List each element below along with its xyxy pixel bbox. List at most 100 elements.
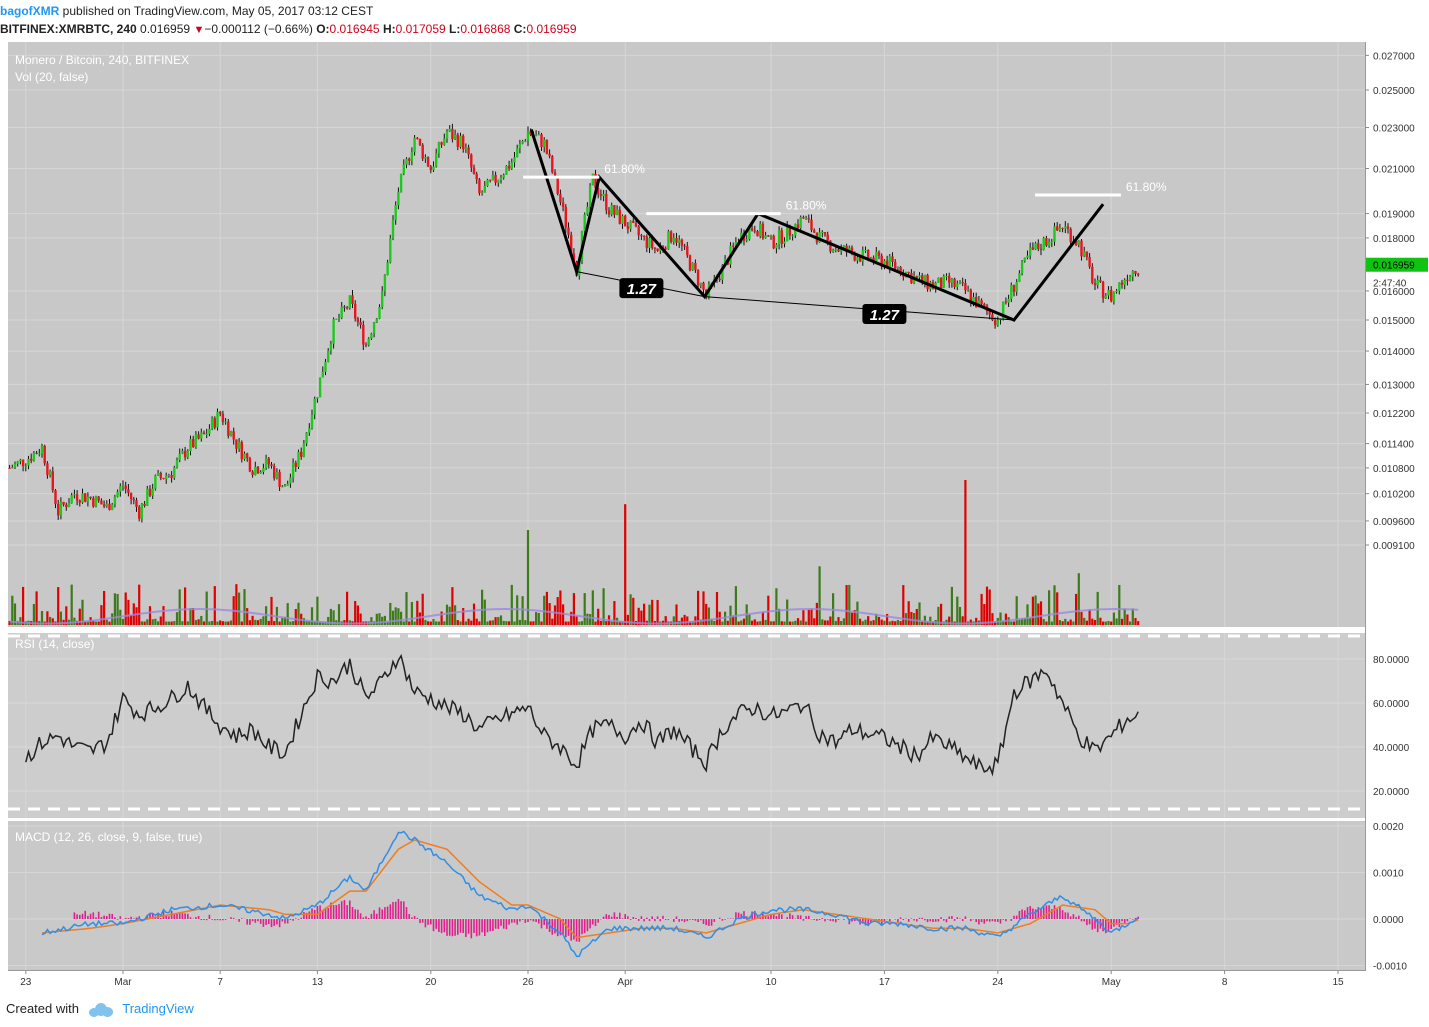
volume-bar <box>1015 596 1018 625</box>
volume-bar <box>84 621 87 625</box>
volume-bar <box>899 621 902 625</box>
candle-body <box>432 166 435 171</box>
candle-body <box>345 307 349 309</box>
candle-body <box>972 296 975 302</box>
price-tick-label: 0.023000 <box>1373 124 1415 135</box>
author-link[interactable]: bagofXMR <box>0 4 60 18</box>
volume-bar <box>494 617 497 625</box>
volume-bar <box>707 607 710 625</box>
candle-body <box>462 135 465 150</box>
candle-body <box>1112 291 1116 302</box>
candle-body <box>146 488 149 506</box>
volume-bar <box>883 620 886 625</box>
price-chart[interactable]: 61.80% 61.80% 61.80% 1.27 1.27 0.027000 0.025… <box>0 40 1429 995</box>
candle-body <box>156 472 160 476</box>
candle-body <box>262 468 265 472</box>
candle-body <box>939 277 943 288</box>
candle-body <box>35 452 38 454</box>
volume-bar <box>1031 596 1034 625</box>
candle-body <box>183 450 187 458</box>
volume-bar <box>648 604 651 625</box>
volume-bar <box>859 618 862 625</box>
extension-2-box <box>862 304 907 325</box>
volume-bar <box>235 584 238 625</box>
candle-body <box>786 225 789 242</box>
candle-body <box>529 131 532 135</box>
candle-body <box>75 494 79 501</box>
candle-body <box>537 134 540 136</box>
volume-bar <box>308 620 311 625</box>
open-value: 0.016945 <box>329 22 380 36</box>
volume-bar <box>1012 621 1016 625</box>
volume-bar <box>594 621 597 625</box>
volume-bar <box>1061 621 1064 625</box>
candle-body <box>656 248 659 251</box>
volume-bar <box>254 619 257 625</box>
candle-body <box>969 289 972 302</box>
candle-body <box>818 232 821 243</box>
candle-body <box>734 242 738 246</box>
candle-body <box>92 498 95 507</box>
candle-body <box>32 452 36 461</box>
candle-body <box>154 475 157 489</box>
candle-body <box>1012 285 1016 292</box>
candle-body <box>964 283 967 291</box>
volume-bar <box>1045 621 1048 625</box>
candle-body <box>489 179 492 181</box>
candle-body <box>1091 266 1094 283</box>
volume-bar <box>710 618 713 625</box>
candle-body <box>831 250 835 252</box>
volume-bar <box>526 530 530 625</box>
volume-bar <box>875 613 878 625</box>
candle-body <box>173 467 176 479</box>
candle-body <box>443 138 446 145</box>
last-value: 0.016959 <box>140 22 191 36</box>
volume-bar <box>424 619 427 625</box>
tradingview-link[interactable]: TradingView <box>122 1001 194 1016</box>
candle-body <box>688 255 692 271</box>
volume-bar <box>1026 604 1029 625</box>
candle-body <box>767 235 770 237</box>
candle-body <box>102 504 106 507</box>
volume-bar <box>931 621 935 625</box>
candle-body <box>826 234 829 241</box>
volume-bar <box>211 620 214 625</box>
volume-bar <box>11 595 14 625</box>
fib-level-2-label: 61.80% <box>786 199 827 213</box>
candle-body <box>1007 298 1010 303</box>
candle-body <box>8 467 11 469</box>
last-price-box <box>1366 257 1428 272</box>
candle-body <box>896 266 900 269</box>
volume-bar <box>202 621 206 625</box>
candle-body <box>316 397 319 399</box>
candle-body <box>796 224 800 229</box>
candle-body <box>599 194 603 197</box>
volume-bar <box>688 621 692 625</box>
volume-bar <box>921 621 924 625</box>
time-tick-label: 7 <box>217 977 223 988</box>
candle-body <box>1064 226 1067 229</box>
macd-tick-label: 0.0010 <box>1373 869 1404 880</box>
candle-body <box>942 276 945 288</box>
footer: Created with TradingView <box>6 1001 194 1017</box>
volume-bar <box>154 618 157 625</box>
volume-bar <box>810 608 813 625</box>
candle-body <box>437 142 441 154</box>
volume-bar <box>778 608 781 625</box>
price-tick-label: 0.021000 <box>1373 165 1415 176</box>
volume-bar <box>532 621 535 625</box>
volume-bar <box>421 593 424 625</box>
candle-body <box>89 496 92 499</box>
candle-body <box>1004 301 1008 303</box>
candle-body <box>926 274 929 290</box>
volume-bar <box>189 608 192 625</box>
candle-body <box>416 137 419 139</box>
volume-bar <box>983 603 986 625</box>
candle-body <box>753 230 756 232</box>
volume-bar <box>818 566 821 625</box>
volume-bar <box>65 606 68 625</box>
candle-body <box>613 205 616 215</box>
volume-bar <box>815 602 818 625</box>
volume-bar <box>1002 621 1005 625</box>
volume-bar <box>386 621 389 625</box>
